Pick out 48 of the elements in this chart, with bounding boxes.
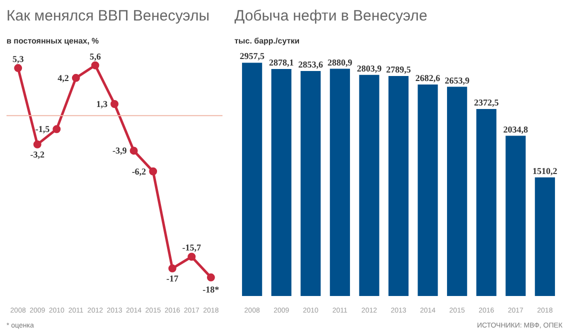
data-label: 2803,9 (356, 63, 382, 74)
bar (475, 108, 498, 296)
bar (387, 75, 410, 296)
data-label: -15,7 (182, 242, 202, 253)
data-label: 2957,5 (240, 51, 265, 62)
data-label: -17 (166, 273, 179, 284)
data-label: 2682,6 (415, 72, 441, 83)
bar (446, 86, 468, 296)
chart-title: Добыча нефти в Венесуэле (234, 8, 428, 24)
data-label: 2653,9 (444, 75, 470, 86)
data-label: -6,2 (132, 166, 147, 176)
data-label: 2880,9 (328, 57, 353, 68)
bar (358, 74, 380, 296)
point (168, 264, 176, 272)
chart-subtitle: тыс. барр./сутки (234, 36, 300, 46)
bar (300, 70, 322, 296)
point (188, 252, 196, 261)
data-label: 2878,1 (268, 58, 294, 68)
data-label: 2853,6 (298, 59, 324, 70)
data-label: 5,6 (90, 51, 102, 62)
data-label: 4,2 (58, 72, 70, 83)
data-label: -18* (202, 284, 220, 294)
data-label: 1,3 (96, 98, 108, 109)
point (72, 74, 80, 82)
point (110, 100, 118, 108)
bar (241, 62, 264, 296)
point (206, 273, 215, 282)
point (52, 125, 61, 134)
bar (534, 176, 556, 296)
point (91, 61, 100, 70)
bar (504, 134, 527, 296)
bar (328, 68, 351, 296)
point (130, 146, 138, 155)
data-label: -3,2 (30, 149, 45, 160)
data-label: 2034,8 (503, 124, 529, 134)
data-label: 2372,5 (474, 98, 500, 108)
data-label: -1,5 (35, 124, 50, 134)
data-label: 2789,5 (386, 64, 412, 75)
data-label: 5,3 (12, 54, 24, 64)
point (14, 64, 22, 72)
data-label: 1510,2 (532, 166, 558, 176)
chart-subtitle: в постоянных ценах, % (6, 36, 99, 46)
bar (270, 68, 292, 296)
chart-title: Как менялся ВВП Венесуэлы (6, 8, 210, 24)
data-label: -3,9 (112, 146, 128, 156)
point (33, 140, 42, 148)
bar (416, 83, 439, 296)
point (149, 167, 158, 176)
